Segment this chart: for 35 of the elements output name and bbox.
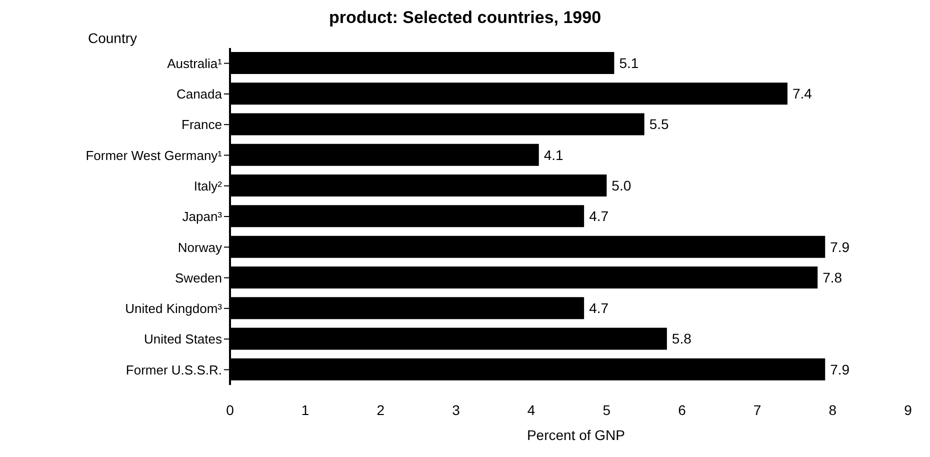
x-tick-label: 7 (753, 402, 762, 418)
x-tick-label: 3 (452, 402, 460, 418)
y-tick-label: France (182, 117, 222, 132)
data-label: 4.7 (589, 300, 609, 316)
data-label: 7.8 (822, 269, 842, 286)
data-label: 5.0 (612, 178, 632, 194)
y-tick-label: Australia¹ (167, 56, 223, 71)
data-label: 5.1 (619, 54, 639, 71)
y-tick-label: United Kingdom³ (125, 301, 223, 316)
y-tick-label: Canada (176, 86, 223, 102)
y-tick-label: Former U.S.S.R. (126, 362, 222, 378)
data-label: 5.8 (672, 330, 692, 347)
y-axis-title: Country (88, 30, 138, 46)
data-label: 7.4 (792, 86, 812, 102)
x-axis-title: Percent of GNP (526, 427, 626, 443)
data-label: 5.5 (649, 116, 670, 132)
y-tick-label: Sweden (175, 270, 222, 286)
y-tick-label: Japan³ (182, 209, 223, 224)
x-tick-label: 2 (376, 402, 385, 418)
chart-title: product: Selected countries, 1990 (328, 8, 602, 28)
x-tick-label: 8 (828, 402, 837, 418)
data-label: 4.7 (589, 208, 609, 224)
x-tick-label: 5 (602, 402, 611, 418)
y-tick-label: Italy² (194, 178, 223, 194)
y-tick-label: United States (144, 332, 222, 347)
data-label: 7.9 (830, 238, 850, 255)
y-tick-label: Former West Germany¹ (86, 148, 223, 163)
x-tick-label: 6 (678, 402, 686, 418)
x-tick-label: 0 (226, 402, 234, 418)
x-tick-label: 9 (904, 402, 912, 418)
data-label: 7.9 (830, 361, 850, 378)
data-label: 4.1 (544, 146, 564, 163)
y-tick-label: Norway (178, 240, 222, 255)
x-tick-label: 1 (301, 402, 310, 418)
x-tick-label: 4 (527, 402, 536, 418)
